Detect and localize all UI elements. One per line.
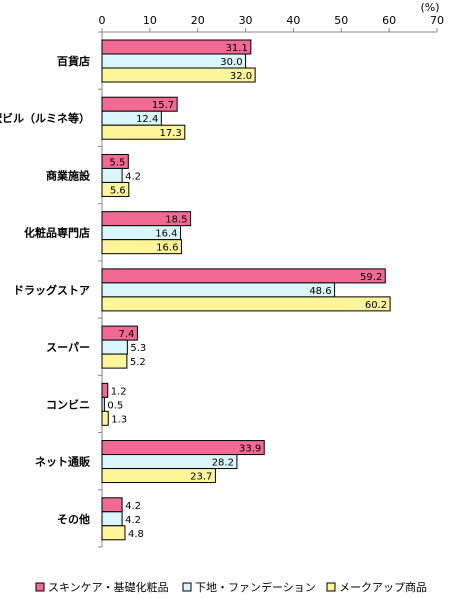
x-tick-label: 0 xyxy=(99,14,106,27)
category-label: 百貨店 xyxy=(57,54,90,68)
data-label: 0.5 xyxy=(107,400,123,411)
data-label: 32.0 xyxy=(230,71,252,82)
bar xyxy=(101,181,130,197)
bar xyxy=(101,525,126,541)
data-label: 12.4 xyxy=(136,114,158,125)
data-label: 16.6 xyxy=(156,243,178,254)
data-label: 60.2 xyxy=(365,300,387,311)
legend-swatch xyxy=(326,582,336,592)
x-tick-label: 30 xyxy=(239,14,253,27)
data-label: 1.2 xyxy=(111,386,127,397)
bar xyxy=(101,382,109,398)
bar xyxy=(101,67,256,83)
bar xyxy=(101,396,105,412)
bar xyxy=(101,296,391,312)
bars xyxy=(101,39,391,541)
data-label: 17.3 xyxy=(160,128,182,139)
data-label: 31.1 xyxy=(226,43,248,54)
legend-label: スキンケア・基礎化粧品 xyxy=(48,580,169,594)
x-tick-label: 20 xyxy=(191,14,205,27)
data-label: 1.3 xyxy=(111,414,127,425)
category-label: 駅ビル（ルミネ等） xyxy=(0,111,90,125)
data-label: 18.5 xyxy=(165,215,187,226)
data-label: 30.0 xyxy=(220,57,242,68)
data-label: 5.6 xyxy=(110,185,126,196)
bar xyxy=(101,239,182,255)
data-label: 5.2 xyxy=(130,357,146,368)
data-label: 5.5 xyxy=(109,157,125,168)
data-labels: 31.130.032.015.712.417.35.54.25.618.516.… xyxy=(107,43,387,540)
bar xyxy=(101,468,216,484)
unit-label: (%) xyxy=(420,1,439,14)
bar xyxy=(101,497,123,513)
bar xyxy=(101,282,336,298)
category-label: スーパー xyxy=(46,341,90,354)
x-tick-label: 40 xyxy=(286,14,300,27)
bar xyxy=(101,167,123,183)
data-label: 4.2 xyxy=(125,515,141,526)
legend-label: メークアップ商品 xyxy=(339,580,427,594)
data-label: 5.3 xyxy=(130,343,146,354)
x-tick-label: 70 xyxy=(430,14,444,27)
data-label: 15.7 xyxy=(152,100,174,111)
data-label: 4.2 xyxy=(125,171,141,182)
category-label: コンビニ xyxy=(46,397,90,411)
category-label: その他 xyxy=(57,512,90,526)
bar xyxy=(101,339,128,355)
data-label: 59.2 xyxy=(360,272,382,283)
x-axis: 0 10 20 30 40 50 60 70 xyxy=(99,14,444,32)
category-label: ドラッグストア xyxy=(13,283,90,297)
bar xyxy=(101,511,123,527)
legend-swatch xyxy=(182,582,192,592)
bar xyxy=(101,410,109,426)
x-tick-label: 10 xyxy=(143,14,157,27)
data-label: 16.4 xyxy=(155,229,177,240)
data-label: 48.6 xyxy=(309,286,331,297)
bar xyxy=(101,268,386,284)
category-label: ネット通販 xyxy=(35,455,91,469)
legend-label: 下地・ファンデーション xyxy=(195,580,316,594)
data-label: 28.2 xyxy=(212,458,234,469)
data-label: 33.9 xyxy=(239,444,261,455)
x-tick-label: 60 xyxy=(382,14,396,27)
category-label: 化粧品専門店 xyxy=(24,226,90,240)
data-label: 4.2 xyxy=(125,501,141,512)
data-label: 7.4 xyxy=(119,329,135,340)
data-label: 4.8 xyxy=(128,529,144,540)
x-tick-label: 50 xyxy=(334,14,348,27)
legend-swatch xyxy=(35,582,45,592)
category-label: 商業施設 xyxy=(46,168,91,182)
bar xyxy=(101,353,128,369)
legend: スキンケア・基礎化粧品 下地・ファンデーション メークアップ商品 xyxy=(35,580,427,594)
data-label: 23.7 xyxy=(190,472,212,483)
bar xyxy=(101,124,186,140)
